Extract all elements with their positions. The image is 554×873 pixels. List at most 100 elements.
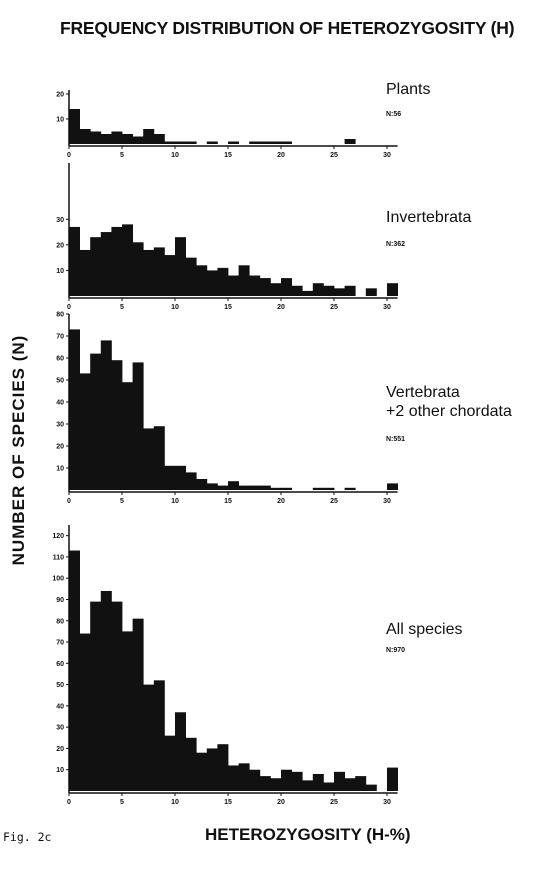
histogram-bar: [365, 288, 377, 296]
histogram-bar: [175, 712, 186, 791]
histogram-bar: [302, 290, 314, 296]
y-tick-label: 10: [56, 117, 64, 124]
histogram-bar: [217, 267, 229, 296]
x-tick-label: 30: [383, 304, 391, 311]
histogram-bar: [291, 771, 303, 791]
histogram-bar: [69, 329, 80, 490]
histogram-bar: [196, 752, 208, 791]
histogram-bar: [387, 767, 398, 791]
histogram-bar: [132, 362, 144, 490]
x-tick-label: 0: [67, 304, 71, 311]
histogram-bar: [270, 487, 282, 490]
x-tick-label: 25: [330, 152, 338, 159]
y-tick-label: 80: [56, 312, 64, 319]
y-tick-label: 30: [56, 422, 64, 429]
histogram-bar: [312, 487, 324, 490]
y-tick-label: 10: [56, 466, 64, 473]
y-tick-label: 40: [56, 703, 64, 710]
panel-label: All species: [386, 621, 462, 638]
histogram-bar: [111, 360, 123, 490]
histogram-bar: [206, 141, 218, 144]
x-tick-label: 30: [383, 152, 391, 159]
x-tick-label: 20: [277, 304, 285, 311]
histogram-bar: [259, 278, 271, 296]
histogram-bar: [344, 285, 356, 296]
panel-label: Vertebrata: [386, 384, 460, 401]
x-tick-label: 5: [120, 304, 124, 311]
y-tick-label: 60: [56, 356, 64, 363]
x-tick-label: 10: [171, 498, 179, 505]
histogram-bar: [185, 141, 197, 144]
histogram-bar: [238, 485, 250, 490]
histogram-bar: [175, 237, 186, 296]
y-tick-label: 20: [56, 444, 64, 451]
y-tick-label: 90: [56, 597, 64, 604]
x-tick-label: 20: [277, 799, 285, 806]
histogram-bar: [185, 257, 197, 296]
histogram-bar: [249, 769, 261, 791]
histogram-bar: [164, 465, 176, 490]
histogram-bar: [69, 226, 80, 296]
x-tick-label: 5: [120, 498, 124, 505]
histogram-bar: [111, 131, 123, 144]
histogram-bar: [323, 782, 335, 791]
histogram-bar: [185, 472, 197, 490]
histogram-bar: [302, 780, 314, 791]
histogram-bar: [69, 550, 80, 791]
histogram-bar: [122, 382, 133, 490]
x-tick-label: 5: [120, 152, 124, 159]
histogram-bar: [79, 373, 91, 490]
histogram-bar: [175, 465, 186, 490]
histogram-bar: [90, 601, 102, 791]
histogram-bar: [143, 428, 155, 490]
histogram-bar: [249, 141, 261, 144]
panel-label: Plants: [386, 81, 430, 98]
histogram-bar: [175, 141, 186, 144]
x-tick-label: 15: [224, 498, 232, 505]
histogram-bar: [323, 487, 335, 490]
histogram-bar: [270, 778, 282, 791]
histogram-bar: [281, 487, 292, 490]
y-tick-label: 10: [56, 268, 64, 275]
histogram-bar: [100, 134, 112, 144]
histogram-bar: [153, 426, 165, 490]
histogram-bar: [90, 131, 102, 144]
histogram-bar: [228, 481, 239, 490]
x-tick-label: 25: [330, 799, 338, 806]
histogram-bar: [249, 275, 261, 296]
x-tick-label: 10: [171, 799, 179, 806]
histogram-bar: [206, 270, 218, 296]
histogram-bar: [153, 680, 165, 791]
panel-label: Invertebrata: [386, 209, 471, 226]
histogram-bar: [196, 265, 208, 296]
histogram-bar: [122, 224, 133, 296]
panel-label: +2 other chordata: [386, 403, 512, 420]
x-tick-label: 30: [383, 799, 391, 806]
y-tick-label: 120: [52, 533, 64, 540]
histogram-bar: [291, 285, 303, 296]
y-tick-label: 20: [56, 746, 64, 753]
x-tick-label: 10: [171, 152, 179, 159]
x-tick-label: 5: [120, 799, 124, 806]
x-tick-label: 0: [67, 152, 71, 159]
histogram-bar: [228, 765, 239, 791]
histogram-bar: [249, 485, 261, 490]
histogram-bar: [196, 479, 208, 490]
histogram-bar: [387, 483, 398, 490]
histogram-bar: [312, 773, 324, 791]
histogram-bar: [312, 283, 324, 296]
y-tick-label: 30: [56, 217, 64, 224]
sample-size-label: N:970: [386, 647, 405, 654]
x-tick-label: 15: [224, 304, 232, 311]
histogram-bar: [69, 109, 80, 144]
histogram-bar: [90, 237, 102, 296]
histogram-bar: [206, 483, 218, 490]
histogram-bar: [90, 353, 102, 490]
histogram-bar: [164, 141, 176, 144]
histogram-bar: [281, 278, 292, 296]
sample-size-label: N:362: [386, 241, 405, 248]
histogram-bar: [344, 778, 356, 791]
y-tick-label: 50: [56, 378, 64, 385]
histogram-bar: [323, 285, 335, 296]
histogram-bar: [281, 769, 292, 791]
